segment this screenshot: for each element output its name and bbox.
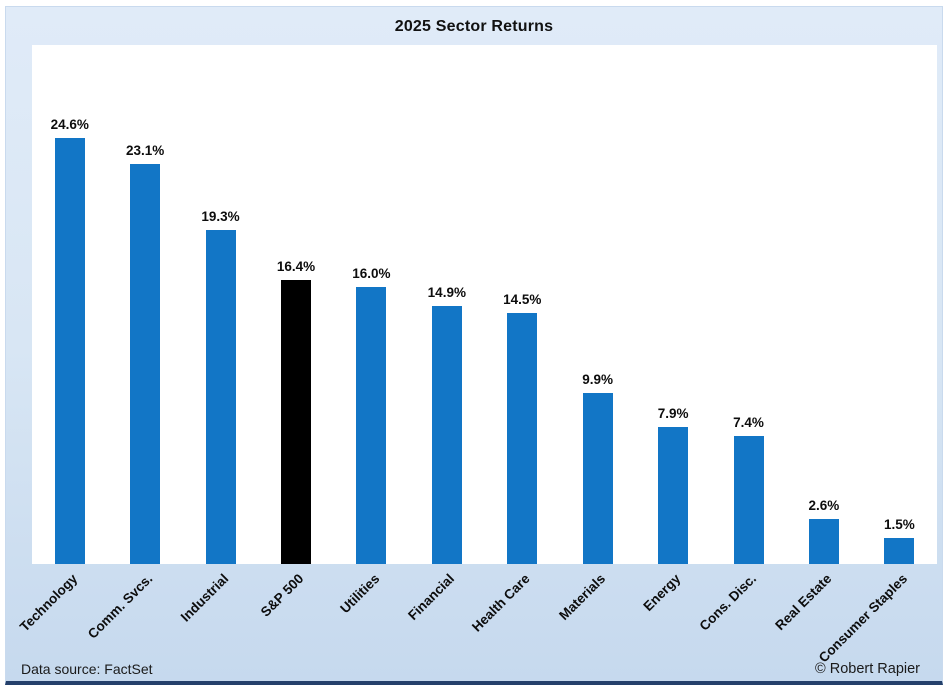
bar-value-label: 1.5%	[883, 517, 915, 532]
x-axis-label-slot: Materials	[556, 564, 635, 664]
x-axis-label: Technology	[16, 571, 81, 635]
bar-column: 19.3%	[183, 45, 258, 564]
x-axis-label: Utilities	[336, 571, 383, 617]
bar	[884, 538, 915, 564]
bar	[808, 519, 839, 564]
bar-value-label: 7.4%	[733, 415, 764, 430]
x-axis-label-slot: Cons. Disc.	[697, 564, 786, 664]
x-axis-label-slot: Consumer Staples	[816, 564, 937, 665]
bar-column: 9.9%	[560, 45, 635, 564]
bar-value-label: 24.6%	[50, 117, 89, 132]
bar-column: 7.4%	[711, 45, 786, 564]
bar	[130, 164, 161, 564]
bar-value-label: 16.4%	[276, 259, 316, 274]
x-axis-label-slot: Technology	[17, 564, 107, 664]
bar-value-label: 16.0%	[352, 266, 391, 281]
bar-value-label: 9.9%	[582, 372, 614, 387]
bar-column: 2.6%	[786, 45, 861, 564]
data-source-note: Data source: FactSet	[21, 661, 153, 677]
x-axis-label-slot: Comm. Svcs.	[85, 564, 182, 664]
x-axis-label: Materials	[556, 571, 609, 623]
chart-title: 2025 Sector Returns	[394, 18, 554, 35]
x-axis-label-slot: Energy	[635, 564, 710, 664]
bar-column: 16.4%	[258, 45, 333, 564]
bar-column: 1.5%	[862, 45, 937, 564]
x-axis-labels: Technology Comm. Svcs. Industrial S&P 500 Ut…	[17, 564, 937, 665]
bar-value-label: 23.1%	[125, 143, 165, 158]
bar-column: 14.9%	[409, 45, 484, 564]
bar-highlight	[280, 280, 311, 564]
x-axis-label: Energy	[640, 571, 684, 614]
bar-column: 24.6%	[32, 45, 107, 564]
bar	[733, 436, 764, 564]
bar-column: 16.0%	[334, 45, 409, 564]
plot-area: 24.6% 23.1% 19.3% 16.4% 16.0% 14.9% 14.5% 9.9% 7…	[32, 45, 937, 564]
bar	[658, 427, 689, 564]
bar-value-label: 2.6%	[808, 498, 840, 513]
bar	[582, 393, 613, 564]
bar	[205, 230, 236, 564]
bar-value-label: 14.5%	[503, 292, 542, 307]
x-axis-label-slot: Financial	[405, 564, 484, 664]
x-axis-label-slot: S&P 500	[258, 564, 333, 664]
bar-column: 14.5%	[485, 45, 560, 564]
bar-value-label: 19.3%	[201, 209, 240, 224]
bar-column: 7.9%	[635, 45, 710, 564]
bar	[356, 287, 387, 564]
x-axis-label: Industrial	[177, 571, 232, 625]
x-axis-label-slot: Utilities	[334, 564, 409, 664]
x-axis-label-slot: Health Care	[469, 564, 560, 664]
bar	[431, 306, 462, 564]
bar	[507, 313, 538, 564]
chart-background: 2025 Sector Returns 24.6% 23.1% 19.3% 16.4%…	[5, 6, 943, 685]
x-axis-label-slot: Industrial	[178, 564, 258, 664]
bar-value-label: 7.9%	[657, 406, 689, 421]
bar-column: 23.1%	[107, 45, 182, 564]
credit-note: © Robert Rapier	[815, 661, 920, 677]
x-axis-label: S&P 500	[257, 571, 307, 620]
x-axis-label: Financial	[405, 571, 458, 623]
bar	[54, 138, 85, 564]
bar-value-label: 14.9%	[427, 285, 466, 300]
bar-columns: 24.6% 23.1% 19.3% 16.4% 16.0% 14.9% 14.5% 9.9% 7…	[32, 45, 937, 564]
